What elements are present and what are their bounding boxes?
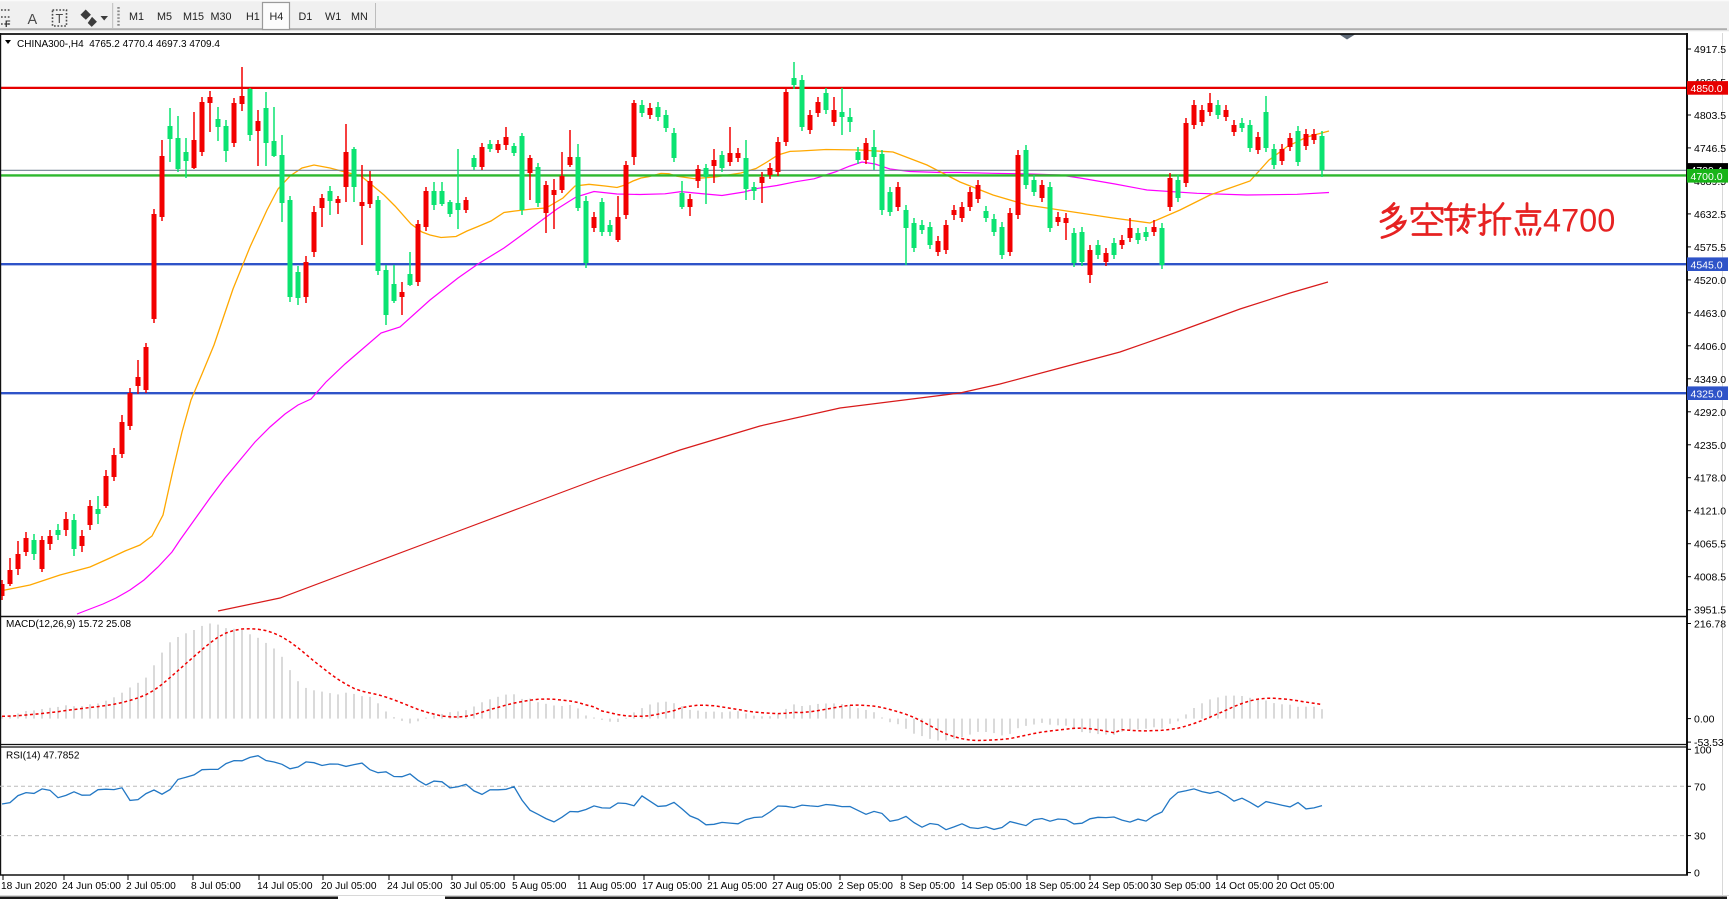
svg-text:24 Sep 05:00: 24 Sep 05:00	[1088, 881, 1149, 892]
svg-text:CHINA300-,H4 4765.2 4770.4 46: CHINA300-,H4 4765.2 4770.4 4697.3 4709.4	[17, 39, 220, 50]
svg-text:216.78: 216.78	[1694, 619, 1726, 631]
svg-text:4746.5: 4746.5	[1694, 143, 1726, 155]
svg-text:27 Aug 05:00: 27 Aug 05:00	[772, 881, 832, 892]
svg-text:4065.5: 4065.5	[1694, 539, 1726, 551]
svg-text:8 Jul 05:00: 8 Jul 05:00	[191, 881, 241, 892]
svg-text:4575.5: 4575.5	[1694, 242, 1726, 254]
svg-text:D1: D1	[299, 11, 313, 23]
svg-text:30: 30	[1694, 831, 1706, 843]
svg-text:14 Oct 05:00: 14 Oct 05:00	[1215, 881, 1274, 892]
svg-text:4520.0: 4520.0	[1694, 275, 1726, 287]
svg-text:100: 100	[1694, 744, 1712, 756]
svg-text:17 Aug 05:00: 17 Aug 05:00	[642, 881, 702, 892]
svg-text:21 Aug 05:00: 21 Aug 05:00	[707, 881, 767, 892]
svg-text:4850.0: 4850.0	[1691, 83, 1723, 95]
svg-text:4235.0: 4235.0	[1694, 440, 1726, 452]
svg-text:18 Sep 05:00: 18 Sep 05:00	[1025, 881, 1086, 892]
svg-text:M30: M30	[211, 11, 232, 23]
svg-text:4325.0: 4325.0	[1691, 388, 1723, 400]
svg-text:5 Aug 05:00: 5 Aug 05:00	[512, 881, 567, 892]
svg-text:24 Jun 05:00: 24 Jun 05:00	[62, 881, 121, 892]
svg-text:2 Sep 05:00: 2 Sep 05:00	[838, 881, 893, 892]
svg-text:4545.0: 4545.0	[1691, 259, 1723, 271]
svg-text:W1: W1	[325, 11, 341, 23]
svg-text:4008.5: 4008.5	[1694, 572, 1726, 584]
svg-text:T: T	[56, 12, 64, 26]
svg-text:0.00: 0.00	[1694, 714, 1715, 726]
svg-text:RSI(14) 47.7852: RSI(14) 47.7852	[6, 751, 80, 762]
svg-text:11 Aug 05:00: 11 Aug 05:00	[577, 881, 637, 892]
svg-text:70: 70	[1694, 781, 1706, 793]
svg-text:30 Jul 05:00: 30 Jul 05:00	[450, 881, 506, 892]
svg-text:4463.0: 4463.0	[1694, 308, 1726, 320]
svg-text:A: A	[28, 12, 38, 28]
svg-text:0: 0	[1694, 868, 1700, 880]
svg-text:14 Jul 05:00: 14 Jul 05:00	[257, 881, 313, 892]
svg-text:M5: M5	[157, 11, 172, 23]
svg-text:M15: M15	[183, 11, 204, 23]
svg-text:MN: MN	[351, 11, 368, 23]
svg-text:4292.0: 4292.0	[1694, 407, 1726, 419]
svg-text:20 Oct 05:00: 20 Oct 05:00	[1276, 881, 1335, 892]
svg-text:8 Sep 05:00: 8 Sep 05:00	[900, 881, 955, 892]
svg-text:4178.0: 4178.0	[1694, 473, 1726, 485]
svg-text:M1: M1	[129, 11, 144, 23]
svg-text:4917.5: 4917.5	[1694, 44, 1726, 56]
svg-text:20 Jul 05:00: 20 Jul 05:00	[321, 881, 377, 892]
svg-text:4349.0: 4349.0	[1694, 374, 1726, 386]
svg-text:4803.5: 4803.5	[1694, 110, 1726, 122]
svg-text:18 Jun 2020: 18 Jun 2020	[1, 881, 57, 892]
svg-text:3951.5: 3951.5	[1694, 605, 1726, 617]
svg-text:H1: H1	[246, 11, 260, 23]
svg-text:24 Jul 05:00: 24 Jul 05:00	[387, 881, 443, 892]
svg-text:4406.0: 4406.0	[1694, 341, 1726, 353]
svg-text:H4: H4	[270, 11, 284, 23]
svg-text:14 Sep 05:00: 14 Sep 05:00	[961, 881, 1022, 892]
svg-text:F: F	[5, 19, 11, 29]
svg-text:4700: 4700	[1543, 203, 1615, 239]
svg-text:30 Sep 05:00: 30 Sep 05:00	[1150, 881, 1211, 892]
svg-text:4700.0: 4700.0	[1691, 171, 1723, 183]
svg-text:MACD(12,26,9) 15.72 25.08: MACD(12,26,9) 15.72 25.08	[6, 619, 132, 630]
svg-text:4632.5: 4632.5	[1694, 209, 1726, 221]
svg-text:2 Jul 05:00: 2 Jul 05:00	[126, 881, 176, 892]
svg-text:-53.53: -53.53	[1694, 737, 1724, 749]
svg-text:4121.0: 4121.0	[1694, 506, 1726, 518]
